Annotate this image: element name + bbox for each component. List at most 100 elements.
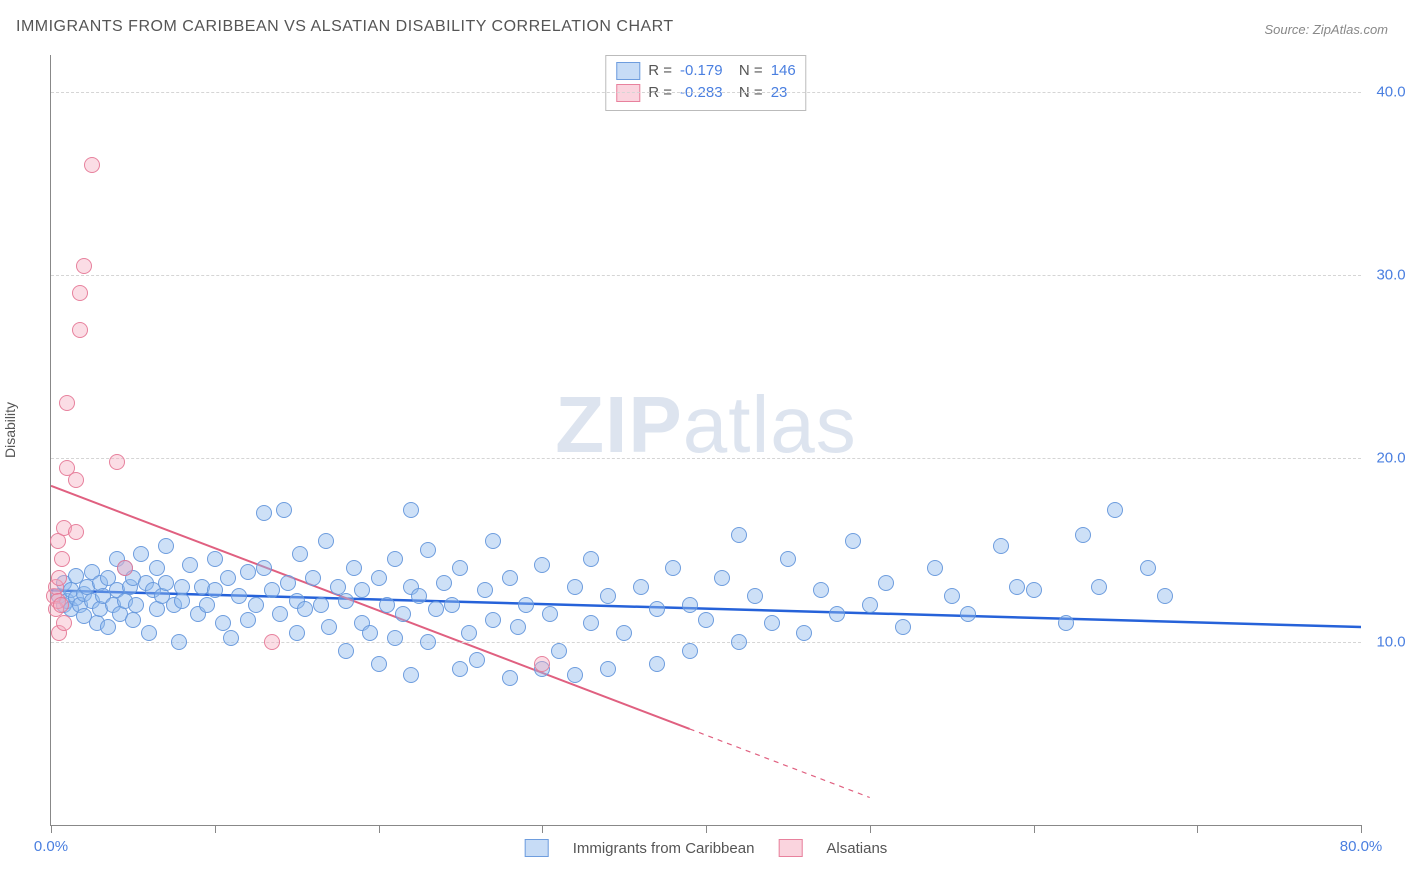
scatter-point (682, 597, 698, 613)
scatter-point (174, 579, 190, 595)
scatter-point (53, 597, 69, 613)
gridline (51, 642, 1361, 643)
y-tick-label: 30.0% (1376, 267, 1406, 284)
scatter-point (1009, 579, 1025, 595)
scatter-point (84, 157, 100, 173)
scatter-point (379, 597, 395, 613)
scatter-point (583, 551, 599, 567)
scatter-point (714, 570, 730, 586)
legend-label-blue: Immigrants from Caribbean (573, 840, 755, 857)
scatter-point (567, 667, 583, 683)
y-tick-label: 40.0% (1376, 83, 1406, 100)
trend-lines (51, 55, 1361, 825)
y-tick-label: 10.0% (1376, 633, 1406, 650)
scatter-point (256, 505, 272, 521)
scatter-point (403, 502, 419, 518)
scatter-point (158, 575, 174, 591)
scatter-point (240, 564, 256, 580)
scatter-point (845, 533, 861, 549)
scatter-point (220, 570, 236, 586)
chart-title: IMMIGRANTS FROM CARIBBEAN VS ALSATIAN DI… (16, 18, 674, 36)
scatter-point (764, 615, 780, 631)
scatter-point (371, 656, 387, 672)
scatter-point (68, 472, 84, 488)
scatter-point (248, 597, 264, 613)
scatter-point (231, 588, 247, 604)
scatter-point (477, 582, 493, 598)
scatter-point (452, 560, 468, 576)
scatter-point (305, 570, 321, 586)
y-axis-label: Disability (2, 402, 18, 458)
scatter-point (272, 606, 288, 622)
scatter-point (330, 579, 346, 595)
scatter-point (68, 524, 84, 540)
plot-area: ZIPatlas R = -0.179 N = 146 R = -0.283 N… (50, 55, 1361, 826)
scatter-point (149, 560, 165, 576)
scatter-point (56, 615, 72, 631)
scatter-point (927, 560, 943, 576)
scatter-point (256, 560, 272, 576)
scatter-point (1157, 588, 1173, 604)
scatter-point (600, 588, 616, 604)
scatter-point (1058, 615, 1074, 631)
correlation-legend: R = -0.179 N = 146 R = -0.283 N = 23 (605, 55, 806, 111)
scatter-point (387, 630, 403, 646)
scatter-point (567, 579, 583, 595)
swatch-pink (778, 839, 802, 857)
scatter-point (125, 612, 141, 628)
scatter-point (321, 619, 337, 635)
scatter-point (665, 560, 681, 576)
scatter-point (215, 615, 231, 631)
scatter-point (649, 656, 665, 672)
scatter-point (420, 542, 436, 558)
scatter-point (534, 557, 550, 573)
series-legend: Immigrants from Caribbean Alsatians (525, 839, 888, 857)
scatter-point (829, 606, 845, 622)
x-tick (1361, 825, 1362, 833)
scatter-point (59, 395, 75, 411)
scatter-point (534, 656, 550, 672)
source-attribution: Source: ZipAtlas.com (1264, 22, 1388, 37)
scatter-point (731, 527, 747, 543)
scatter-point (387, 551, 403, 567)
x-tick (379, 825, 380, 833)
scatter-point (436, 575, 452, 591)
scatter-point (264, 634, 280, 650)
scatter-point (583, 615, 599, 631)
scatter-point (895, 619, 911, 635)
scatter-point (264, 582, 280, 598)
scatter-point (461, 625, 477, 641)
scatter-point (338, 593, 354, 609)
x-tick (51, 825, 52, 833)
scatter-point (469, 652, 485, 668)
x-tick (1034, 825, 1035, 833)
scatter-point (292, 546, 308, 562)
scatter-point (207, 582, 223, 598)
scatter-point (1075, 527, 1091, 543)
scatter-point (318, 533, 334, 549)
legend-row-pink: R = -0.283 N = 23 (616, 82, 795, 104)
scatter-point (428, 601, 444, 617)
scatter-point (862, 597, 878, 613)
scatter-point (199, 597, 215, 613)
scatter-point (338, 643, 354, 659)
scatter-point (276, 502, 292, 518)
scatter-point (542, 606, 558, 622)
scatter-point (510, 619, 526, 635)
watermark: ZIPatlas (555, 379, 856, 471)
scatter-point (993, 538, 1009, 554)
swatch-pink (616, 84, 640, 102)
scatter-point (747, 588, 763, 604)
scatter-point (780, 551, 796, 567)
scatter-point (502, 570, 518, 586)
scatter-point (698, 612, 714, 628)
scatter-point (682, 643, 698, 659)
scatter-point (485, 533, 501, 549)
scatter-point (240, 612, 256, 628)
scatter-point (796, 625, 812, 641)
scatter-point (1140, 560, 1156, 576)
scatter-point (223, 630, 239, 646)
scatter-point (297, 601, 313, 617)
scatter-point (1091, 579, 1107, 595)
x-tick (1197, 825, 1198, 833)
